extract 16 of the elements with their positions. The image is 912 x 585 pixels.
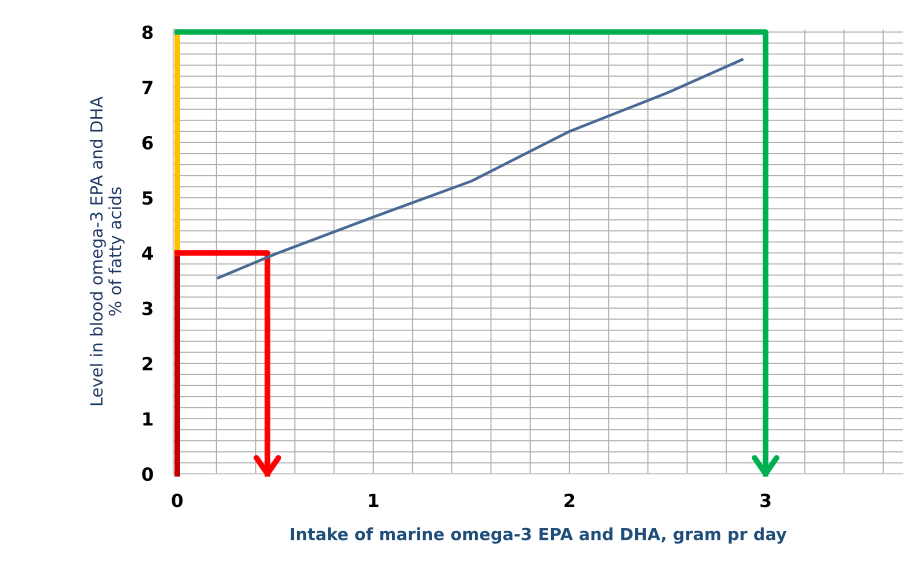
x-tick-label: 3	[760, 494, 770, 508]
y-tick-label: 5	[142, 191, 153, 205]
y-tick-label: 4	[142, 246, 154, 260]
y-tick-label: 8	[142, 25, 153, 40]
x-tick-label: 2	[564, 494, 574, 508]
x-tick-label: 0	[172, 494, 183, 508]
y-tick-label: 1	[143, 412, 153, 426]
y-tick-label: 7	[142, 80, 152, 94]
x-tick-label: 1	[369, 494, 378, 508]
y-tick-label: 3	[142, 302, 152, 316]
y-tick-label: 6	[142, 136, 153, 150]
y-tick-label: 2	[142, 356, 152, 370]
x-axis-title: Intake of marine omega-3 EPA and DHA, gram pr day	[290, 527, 787, 544]
y-axis-title: Level in blood omega-3 EPA and DHA % of fatty acids	[90, 96, 125, 406]
line-series	[217, 58, 744, 280]
y-tick-label: 0	[142, 467, 153, 481]
